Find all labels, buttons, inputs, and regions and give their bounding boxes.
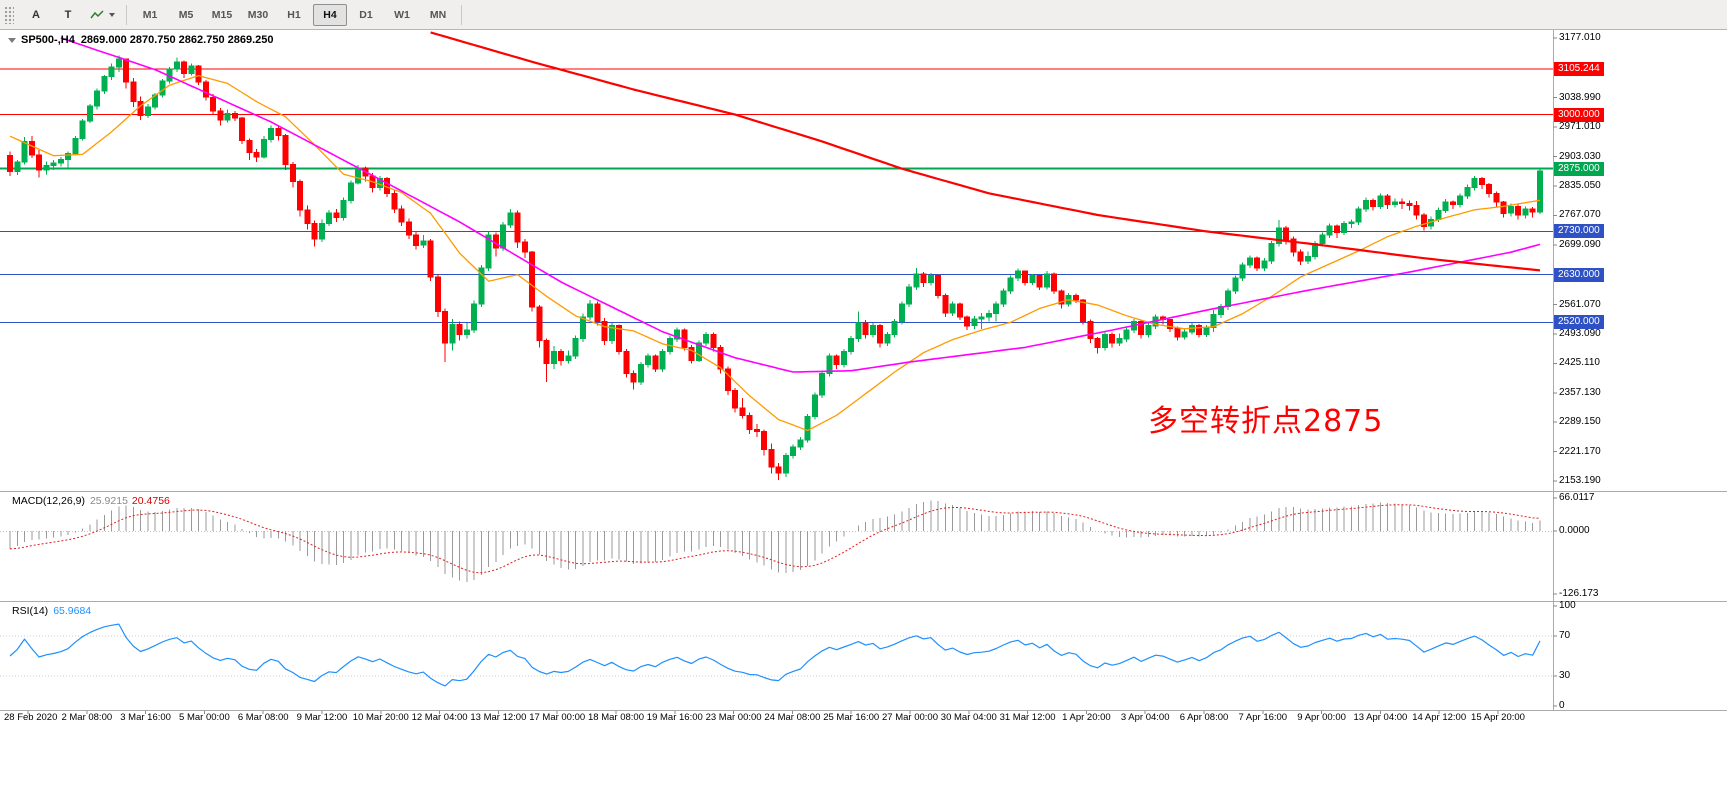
timeframe-button-h1[interactable]: H1 — [287, 8, 301, 21]
rsi-indicator-label: RSI(14) 65.9684 — [12, 605, 91, 617]
time-label: 9 Mar 12:00 — [296, 712, 348, 723]
macd-indicator-label: MACD(12,26,9) 25.9215 20.4756 — [12, 495, 170, 507]
chart-annotation-text: 多空转折点2875 — [1148, 404, 1384, 439]
axis-ticks — [27, 37, 1557, 714]
chevron-down-icon — [109, 12, 115, 17]
price-tick-label: 3038.990 — [1559, 92, 1601, 103]
ma-fast-line — [9, 74, 1541, 432]
time-label: 10 Mar 20:00 — [352, 712, 409, 723]
price-tick-label: 2835.050 — [1559, 180, 1601, 191]
indicators-button[interactable] — [85, 4, 120, 26]
price-line-badge: 2730.000 — [1554, 224, 1604, 238]
time-label: 28 Feb 2020 — [4, 712, 58, 723]
time-label: 24 Mar 08:00 — [764, 712, 821, 723]
price-tick-label: 2767.070 — [1559, 209, 1601, 220]
price-tick-label: 2357.130 — [1559, 387, 1601, 398]
time-label: 3 Apr 04:00 — [1120, 712, 1170, 723]
price-tick-label: 2425.110 — [1559, 357, 1600, 368]
rsi-axis-label: 100 — [1559, 600, 1576, 611]
time-label: 6 Mar 08:00 — [237, 712, 289, 723]
macd-axis-label: -126.173 — [1559, 588, 1599, 599]
toolbar-grip[interactable] — [4, 5, 14, 24]
timeframe-button-m1[interactable]: M1 — [142, 8, 158, 21]
price-line-badge: 3105.244 — [1554, 62, 1604, 76]
rsi-line — [9, 623, 1541, 687]
price-line-badge: 2520.000 — [1554, 315, 1604, 329]
time-label: 7 Apr 16:00 — [1238, 712, 1288, 723]
zigzag-indicator-icon — [90, 9, 104, 18]
macd-title: MACD(12,26,9) — [12, 495, 85, 507]
time-label: 14 Apr 12:00 — [1412, 712, 1467, 723]
price-line-badge: 3000.000 — [1554, 108, 1604, 122]
timeframe-button-m5[interactable]: M5 — [178, 8, 194, 21]
time-label: 25 Mar 16:00 — [823, 712, 880, 723]
toolbar: A T M1 M5 M15 M30 H1 H4 D1 W1 MN — [0, 0, 1727, 30]
macd-histogram — [9, 500, 1541, 582]
time-label: 13 Mar 12:00 — [470, 712, 527, 723]
chart-title: SP500-,H4 2869.000 2870.750 2862.750 2869… — [8, 34, 274, 46]
toolbar-separator — [461, 4, 462, 25]
timeframe-button-d1[interactable]: D1 — [359, 8, 373, 21]
price-tick-label: 3177.010 — [1559, 32, 1601, 43]
time-label: 30 Mar 04:00 — [940, 712, 997, 723]
timeframe-button-h4[interactable]: H4 — [313, 3, 347, 26]
time-label: 1 Apr 20:00 — [1062, 712, 1111, 723]
time-label: 12 Mar 04:00 — [411, 712, 468, 723]
rsi-axis-label: 30 — [1559, 670, 1571, 681]
price-tick-label: 2153.190 — [1559, 475, 1601, 486]
price-line-badge: 2630.000 — [1554, 268, 1604, 282]
collapse-triangle-icon[interactable] — [8, 38, 16, 43]
price-tick-label: 2903.030 — [1559, 151, 1601, 162]
time-label: 31 Mar 12:00 — [999, 712, 1056, 723]
toolbar-separator — [126, 4, 127, 25]
time-label: 13 Apr 04:00 — [1353, 712, 1408, 723]
timeframe-button-m30[interactable]: M30 — [247, 8, 269, 21]
time-label: 3 Mar 16:00 — [120, 712, 171, 723]
time-label: 23 Mar 00:00 — [705, 712, 762, 723]
price-tick-label: 2699.090 — [1559, 239, 1601, 250]
timeframe-group: M1 M5 M15 M30 H1 H4 D1 W1 MN — [132, 3, 456, 26]
ma-slow-line — [430, 31, 1541, 272]
price-tick-label: 2289.150 — [1559, 416, 1601, 427]
time-label: 6 Apr 08:00 — [1179, 712, 1229, 723]
time-label: 15 Apr 20:00 — [1471, 712, 1525, 723]
ma-medium-line — [60, 37, 1541, 373]
macd-signal-value: 20.4756 — [131, 495, 170, 507]
price-tick-label: 2971.010 — [1559, 121, 1601, 132]
price-tick-label: 2221.170 — [1559, 446, 1601, 457]
time-label: 9 Apr 00:00 — [1297, 712, 1346, 723]
rsi-axis-label: 0 — [1559, 700, 1565, 711]
text-annotation-button[interactable]: A — [32, 8, 40, 21]
macd-axis-label: 66.0117 — [1559, 492, 1595, 503]
macd-main-value: 25.9215 — [89, 495, 128, 507]
time-label: 27 Mar 00:00 — [882, 712, 938, 723]
time-label: 17 Mar 00:00 — [529, 712, 586, 723]
ohlc-values: 2869.000 2870.750 2862.750 2869.250 — [80, 34, 274, 46]
time-label: 5 Mar 00:00 — [179, 712, 230, 723]
price-tick-label: 2493.090 — [1559, 328, 1601, 339]
time-label: 19 Mar 16:00 — [646, 712, 703, 723]
time-label: 2 Mar 08:00 — [61, 712, 113, 723]
timeframe-button-w1[interactable]: W1 — [394, 8, 410, 21]
text-label-button[interactable]: T — [64, 8, 72, 21]
symbol-label: SP500-,H4 — [21, 34, 75, 46]
price-line-badge: 2875.000 — [1554, 162, 1604, 176]
panel-dividers — [0, 29, 1727, 711]
rsi-title: RSI(14) — [12, 605, 49, 617]
timeframe-button-mn[interactable]: MN — [429, 8, 447, 21]
price-tick-label: 2561.070 — [1559, 299, 1601, 310]
rsi-axis-label: 70 — [1559, 630, 1571, 641]
macd-signal-line — [9, 504, 1541, 574]
time-label: 18 Mar 08:00 — [588, 712, 644, 723]
macd-axis-label: 0.0000 — [1559, 525, 1590, 536]
rsi-value: 65.9684 — [53, 605, 92, 617]
timeframe-button-m15[interactable]: M15 — [211, 8, 233, 21]
